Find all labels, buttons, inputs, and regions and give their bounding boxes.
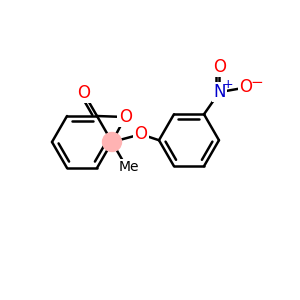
Text: N: N	[213, 83, 226, 101]
Text: O: O	[213, 58, 226, 76]
Text: O: O	[119, 108, 132, 126]
Circle shape	[103, 133, 122, 152]
Text: O: O	[77, 84, 90, 102]
Text: +: +	[222, 78, 233, 91]
Text: O: O	[240, 78, 253, 96]
Text: Me: Me	[118, 160, 139, 174]
Text: O: O	[134, 125, 148, 143]
Text: −: −	[251, 75, 263, 90]
